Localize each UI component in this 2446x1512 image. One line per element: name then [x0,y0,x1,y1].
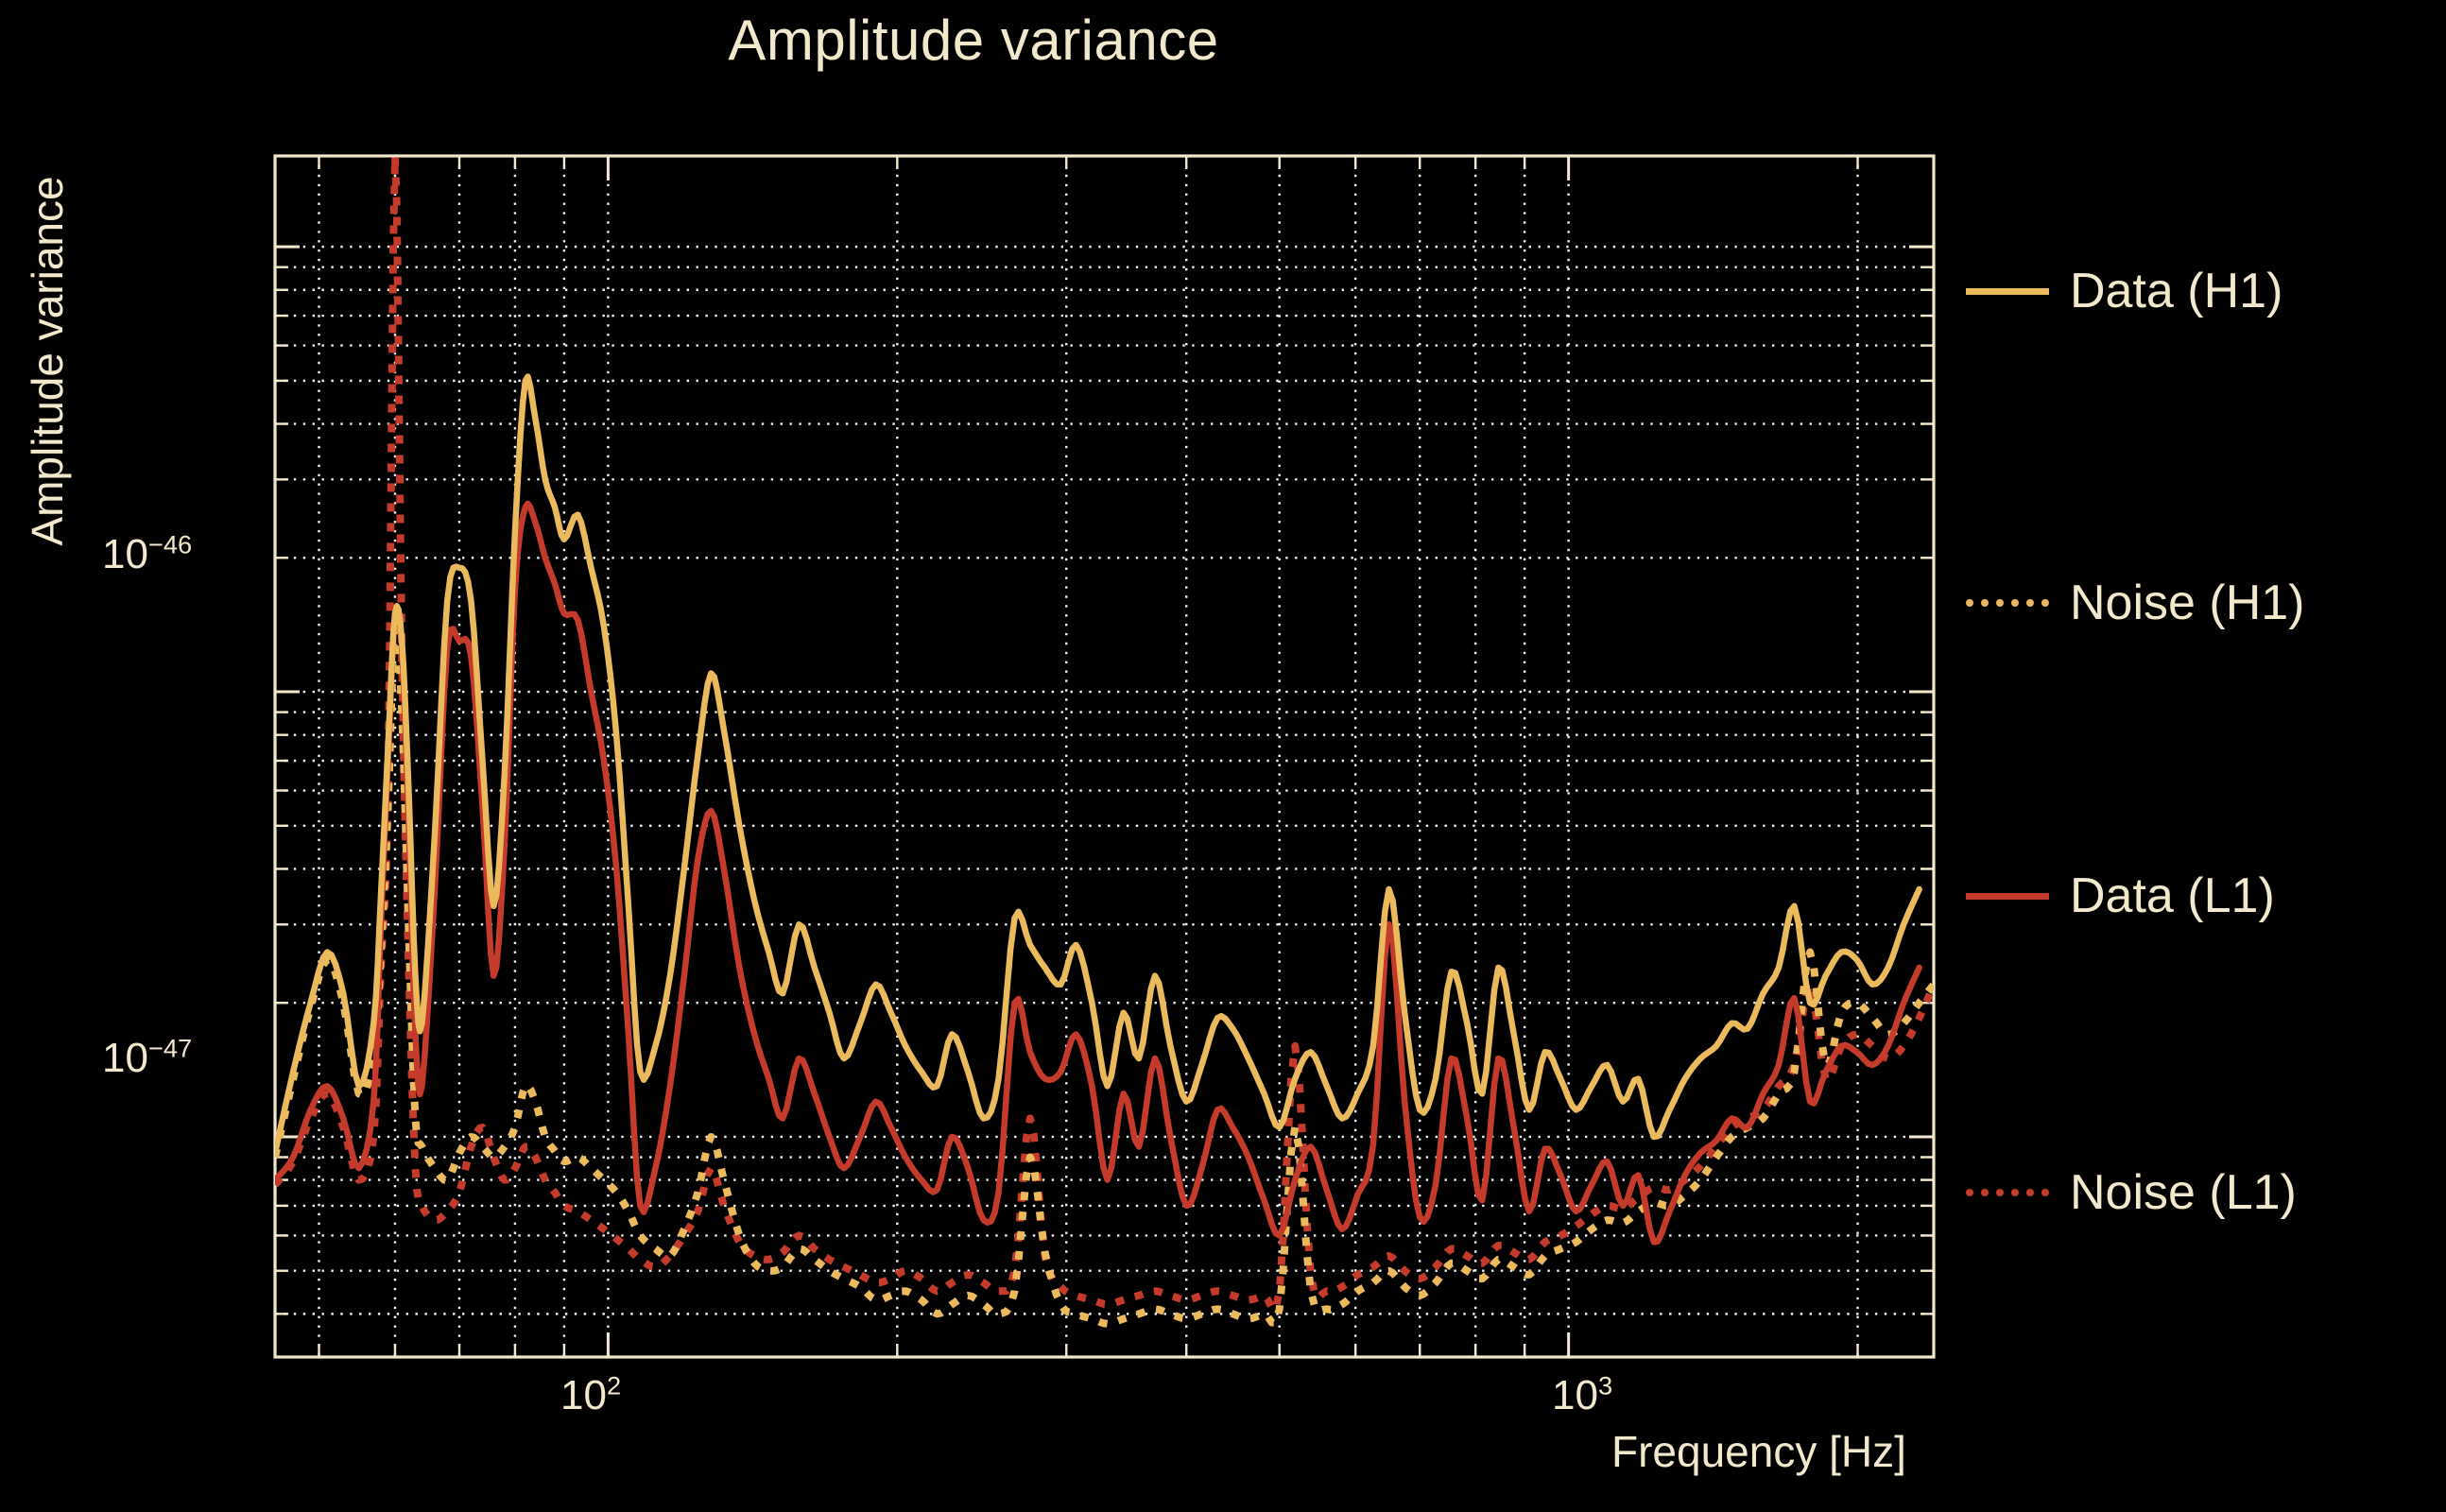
page-title: Amplitude variance [728,9,1219,72]
legend-entry-data-l1[interactable]: Data (L1) [1966,858,2275,934]
x-axis-title: Frequency [Hz] [1611,1427,1906,1476]
series-line-noise-h1 [275,616,1934,1328]
x-tick-label-100: 102 [560,1370,622,1418]
x-tick-exponent-3: 3 [1597,1370,1613,1400]
data-series-layer [275,156,1934,1328]
legend-line-sample-icon [1966,1189,2049,1196]
legend-label: Noise (L1) [2070,1165,2297,1220]
series-line-data-h1 [275,373,1922,1157]
y-tick-label-1e-46: 10−46 [102,529,193,577]
plot-frame [273,154,1936,1359]
y-tick-exponent-46: −46 [147,529,193,559]
legend: Data (H1) Noise (H1) Data (L1) Noise (L1… [1966,0,2446,1512]
legend-line-sample-icon [1966,287,2049,295]
x-tick-exponent-2: 2 [606,1370,622,1400]
legend-label: Data (L1) [2070,868,2275,923]
y-tick-exponent-47: −47 [147,1033,193,1063]
ticks-layer [275,156,1934,1357]
legend-line-sample-icon [1966,892,2049,900]
legend-label: Data (H1) [2070,264,2283,318]
grid-layer [275,156,1934,1357]
legend-entry-data-h1[interactable]: Data (H1) [1966,253,2282,329]
series-line-data-l1 [275,500,1922,1246]
legend-entry-noise-h1[interactable]: Noise (H1) [1966,565,2305,641]
legend-entry-noise-l1[interactable]: Noise (L1) [1966,1155,2297,1230]
x-tick-label-1000: 103 [1552,1370,1613,1418]
series-line-noise-l1 [275,156,1934,1314]
legend-label: Noise (H1) [2070,576,2305,630]
legend-line-sample-icon [1966,599,2049,607]
y-tick-label-1e-47: 10−47 [102,1033,193,1081]
